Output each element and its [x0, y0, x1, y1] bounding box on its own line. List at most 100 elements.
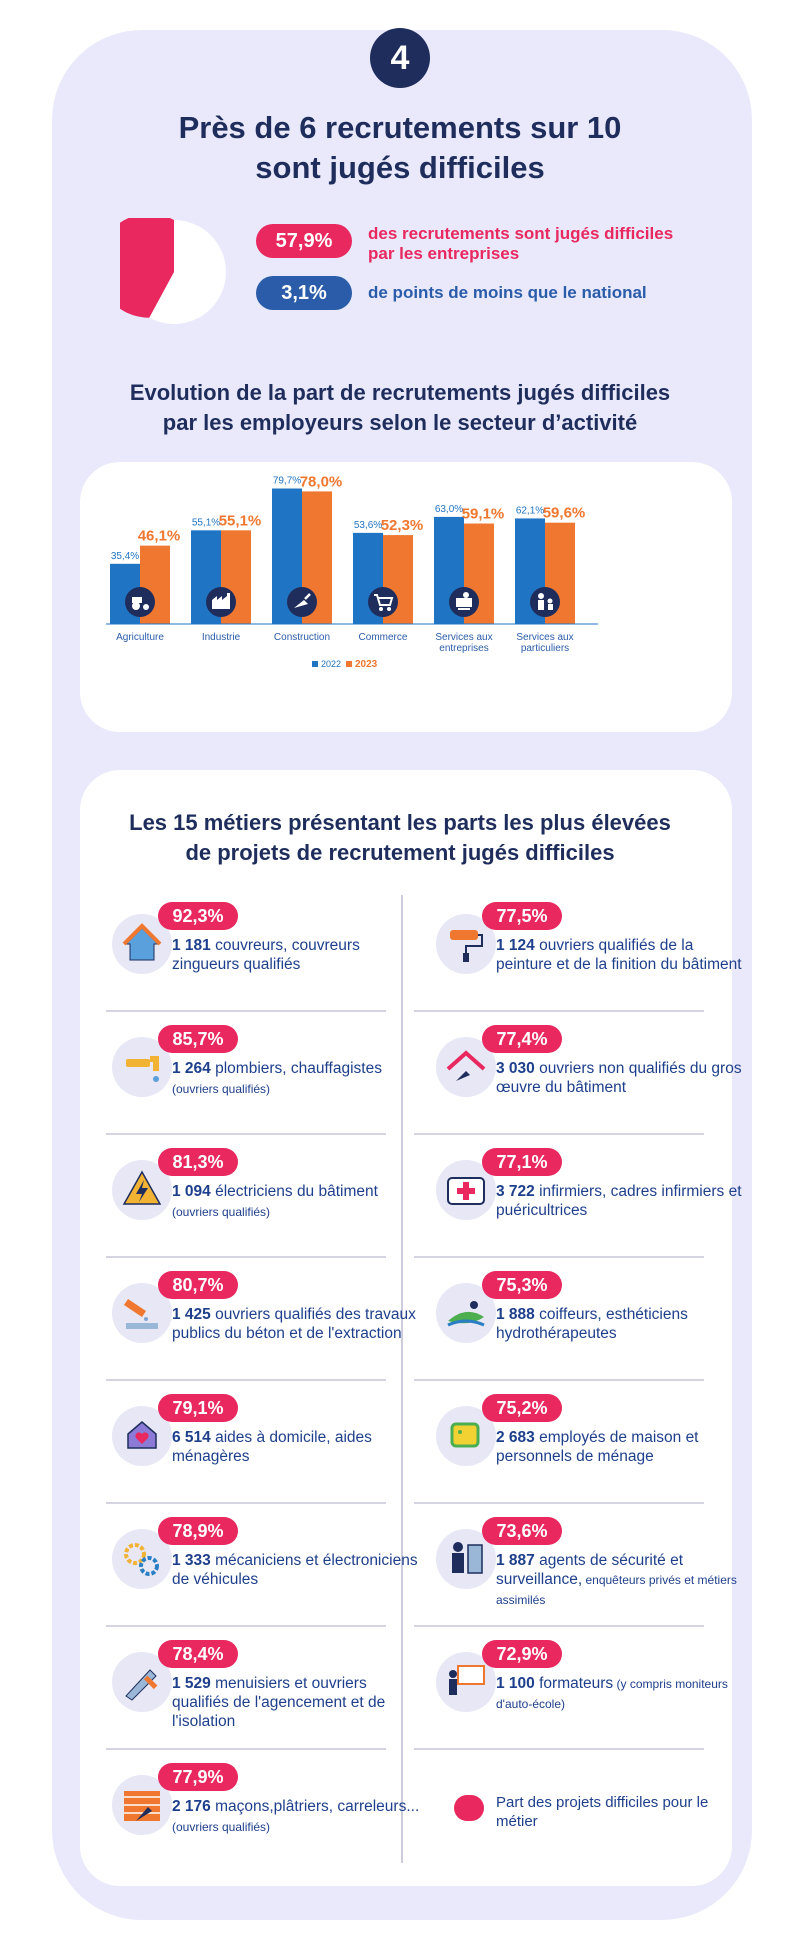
job-count: 3 030 [496, 1060, 535, 1077]
job-count: 1 887 [496, 1552, 535, 1569]
row-divider [414, 1748, 704, 1750]
job-label: plombiers, chauffagistes [210, 1060, 382, 1077]
job-description: 1 181 couvreurs, couvreurs zingueurs qua… [172, 936, 424, 974]
job-count: 6 514 [172, 1429, 211, 1446]
stat-difficult-badge: 57,9% [256, 224, 352, 258]
job-count: 3 722 [496, 1183, 535, 1200]
job-description: 6 514 aides à domicile, aides ménagères [172, 1428, 424, 1466]
job-note: enquêteurs privés et métiers assimilés [496, 1573, 737, 1607]
job-difficulty-percent: 79,1% [158, 1394, 238, 1422]
value-label-2022-1: 35,4% [111, 551, 139, 562]
job-difficulty-percent: 78,4% [158, 1640, 238, 1668]
category-label-5: Services aux [435, 632, 492, 643]
job-difficulty-percent: 77,1% [482, 1148, 562, 1176]
job-count: 2 176 [172, 1798, 211, 1815]
value-label-2023-2: 55,1% [219, 512, 262, 529]
row-divider [106, 1133, 386, 1135]
legend-label-2022: 2022 [321, 659, 341, 669]
job-item: 79,1% 6 514 aides à domicile, aides ménag… [112, 1394, 412, 1504]
section-number-badge: 4 [370, 28, 430, 88]
security-guard-icon [452, 1542, 483, 1574]
job-label: menuisiers et ouvriers qualifiés de l'ag… [172, 1675, 386, 1730]
job-note: (ouvriers qualifiés) [172, 1820, 271, 1834]
job-description: 1 887 agents de sécurité et surveillance… [496, 1551, 748, 1610]
job-item: 72,9% 1 100 formateurs (y compris moniteu… [436, 1640, 736, 1750]
row-divider [414, 1133, 704, 1135]
value-label-2022-3: 79,7% [273, 476, 301, 487]
column-divider [401, 895, 403, 1863]
category-label-1: Agriculture [116, 632, 164, 643]
roof-trowel-icon [446, 1050, 486, 1081]
row-divider [414, 1625, 704, 1627]
job-description: 1 100 formateurs (y compris moniteurs d'… [496, 1674, 748, 1714]
job-difficulty-percent: 92,3% [158, 902, 238, 930]
row-divider [414, 1010, 704, 1012]
job-description: 1 529 menuisiers et ouvriers qualifiés d… [172, 1674, 424, 1731]
value-label-2022-5: 63,0% [435, 504, 463, 515]
job-count: 1 888 [496, 1306, 535, 1323]
job-description: 2 683 employés de maison et personnels d… [496, 1428, 748, 1466]
job-count: 1 181 [172, 937, 211, 954]
job-label: employés de maison et personnels de ména… [496, 1429, 699, 1465]
job-icon-bubble [112, 1037, 172, 1097]
main-title: Près de 6 recrutements sur 10 sont jugés… [178, 110, 622, 185]
job-item: 92,3% 1 181 couvreurs, couvreurs zingueur… [112, 902, 412, 1012]
concrete-pour-icon [124, 1299, 158, 1329]
job-difficulty-percent: 85,7% [158, 1025, 238, 1053]
row-divider [106, 1379, 386, 1381]
bar-chart: 35,4% 46,1% Agriculture 55,1%55,1% Industrie… [106, 473, 598, 670]
legend-pink-pill [454, 1795, 484, 1821]
job-item: 77,1% 3 722 infirmiers, cadres infirmiers… [436, 1148, 742, 1258]
bar-group-4: 53,6%52,3% Commerce [353, 517, 423, 643]
house-roof-icon [122, 923, 162, 961]
value-label-2023-3: 78,0% [300, 473, 343, 490]
faucet-icon [126, 1056, 159, 1082]
job-label: coiffeurs, esthéticiens hydrothérapeutes [496, 1306, 688, 1342]
row-divider [414, 1379, 704, 1381]
job-difficulty-percent: 78,9% [158, 1517, 238, 1545]
job-description: 1 888 coiffeurs, esthéticiens hydrothéra… [496, 1305, 748, 1343]
job-note: (ouvriers qualifiés) [172, 1205, 271, 1219]
row-divider [106, 1010, 386, 1012]
pie-slice-difficult [120, 218, 174, 318]
brick-wall-icon [124, 1791, 160, 1821]
difficulty-pie [120, 218, 226, 324]
category-label-6: particuliers [521, 643, 569, 654]
job-difficulty-percent: 77,4% [482, 1025, 562, 1053]
bar-group-2: 55,1%55,1% Industrie [191, 512, 261, 643]
job-item: 78,9% 1 333 mécaniciens et électroniciens… [112, 1517, 418, 1627]
paint-roller-icon [450, 930, 483, 962]
job-difficulty-percent: 72,9% [482, 1640, 562, 1668]
cleaning-sponge-icon [450, 1422, 480, 1448]
job-icon-bubble [112, 1775, 172, 1835]
job-description: 1 333 mécaniciens et électroniciens de v… [172, 1551, 424, 1589]
job-label: aides à domicile, aides ménagères [172, 1429, 372, 1465]
stat-national-text: de points de moins que le national [368, 283, 647, 302]
chart-legend: 2022 2023 [312, 659, 378, 670]
legend-swatch-2022 [312, 661, 318, 667]
job-description: 1 124 ouvriers qualifiés de la peinture … [496, 936, 748, 974]
row-divider [414, 1256, 704, 1258]
job-difficulty-percent: 81,3% [158, 1148, 238, 1176]
job-note: (y compris moniteurs d'auto-école) [496, 1677, 728, 1711]
job-label: maçons,plâtriers, carreleurs... [210, 1798, 420, 1815]
row-divider [414, 1502, 704, 1504]
row-divider [106, 1502, 386, 1504]
category-label-4: Commerce [359, 632, 408, 643]
stat-national-badge: 3,1% [256, 276, 352, 310]
value-label-2023-4: 52,3% [381, 517, 424, 534]
job-count: 1 264 [172, 1060, 211, 1077]
job-label: électriciens du bâtiment [210, 1183, 378, 1200]
job-difficulty-percent: 75,2% [482, 1394, 562, 1422]
job-count: 1 529 [172, 1675, 211, 1692]
job-label: ouvriers non qualifiés du gros œuvre du … [496, 1060, 742, 1096]
job-description: 2 176 maçons,plâtriers, carreleurs... (o… [172, 1797, 424, 1837]
medical-kit-icon [447, 1177, 485, 1205]
job-icon-bubble [112, 1652, 172, 1712]
value-label-2022-4: 53,6% [354, 520, 382, 531]
job-description: 1 425 ouvriers qualifiés des travaux pub… [172, 1305, 424, 1343]
trainer-board-icon [449, 1665, 485, 1695]
job-icon-bubble [436, 1406, 496, 1466]
job-icon-bubble [436, 1160, 496, 1220]
